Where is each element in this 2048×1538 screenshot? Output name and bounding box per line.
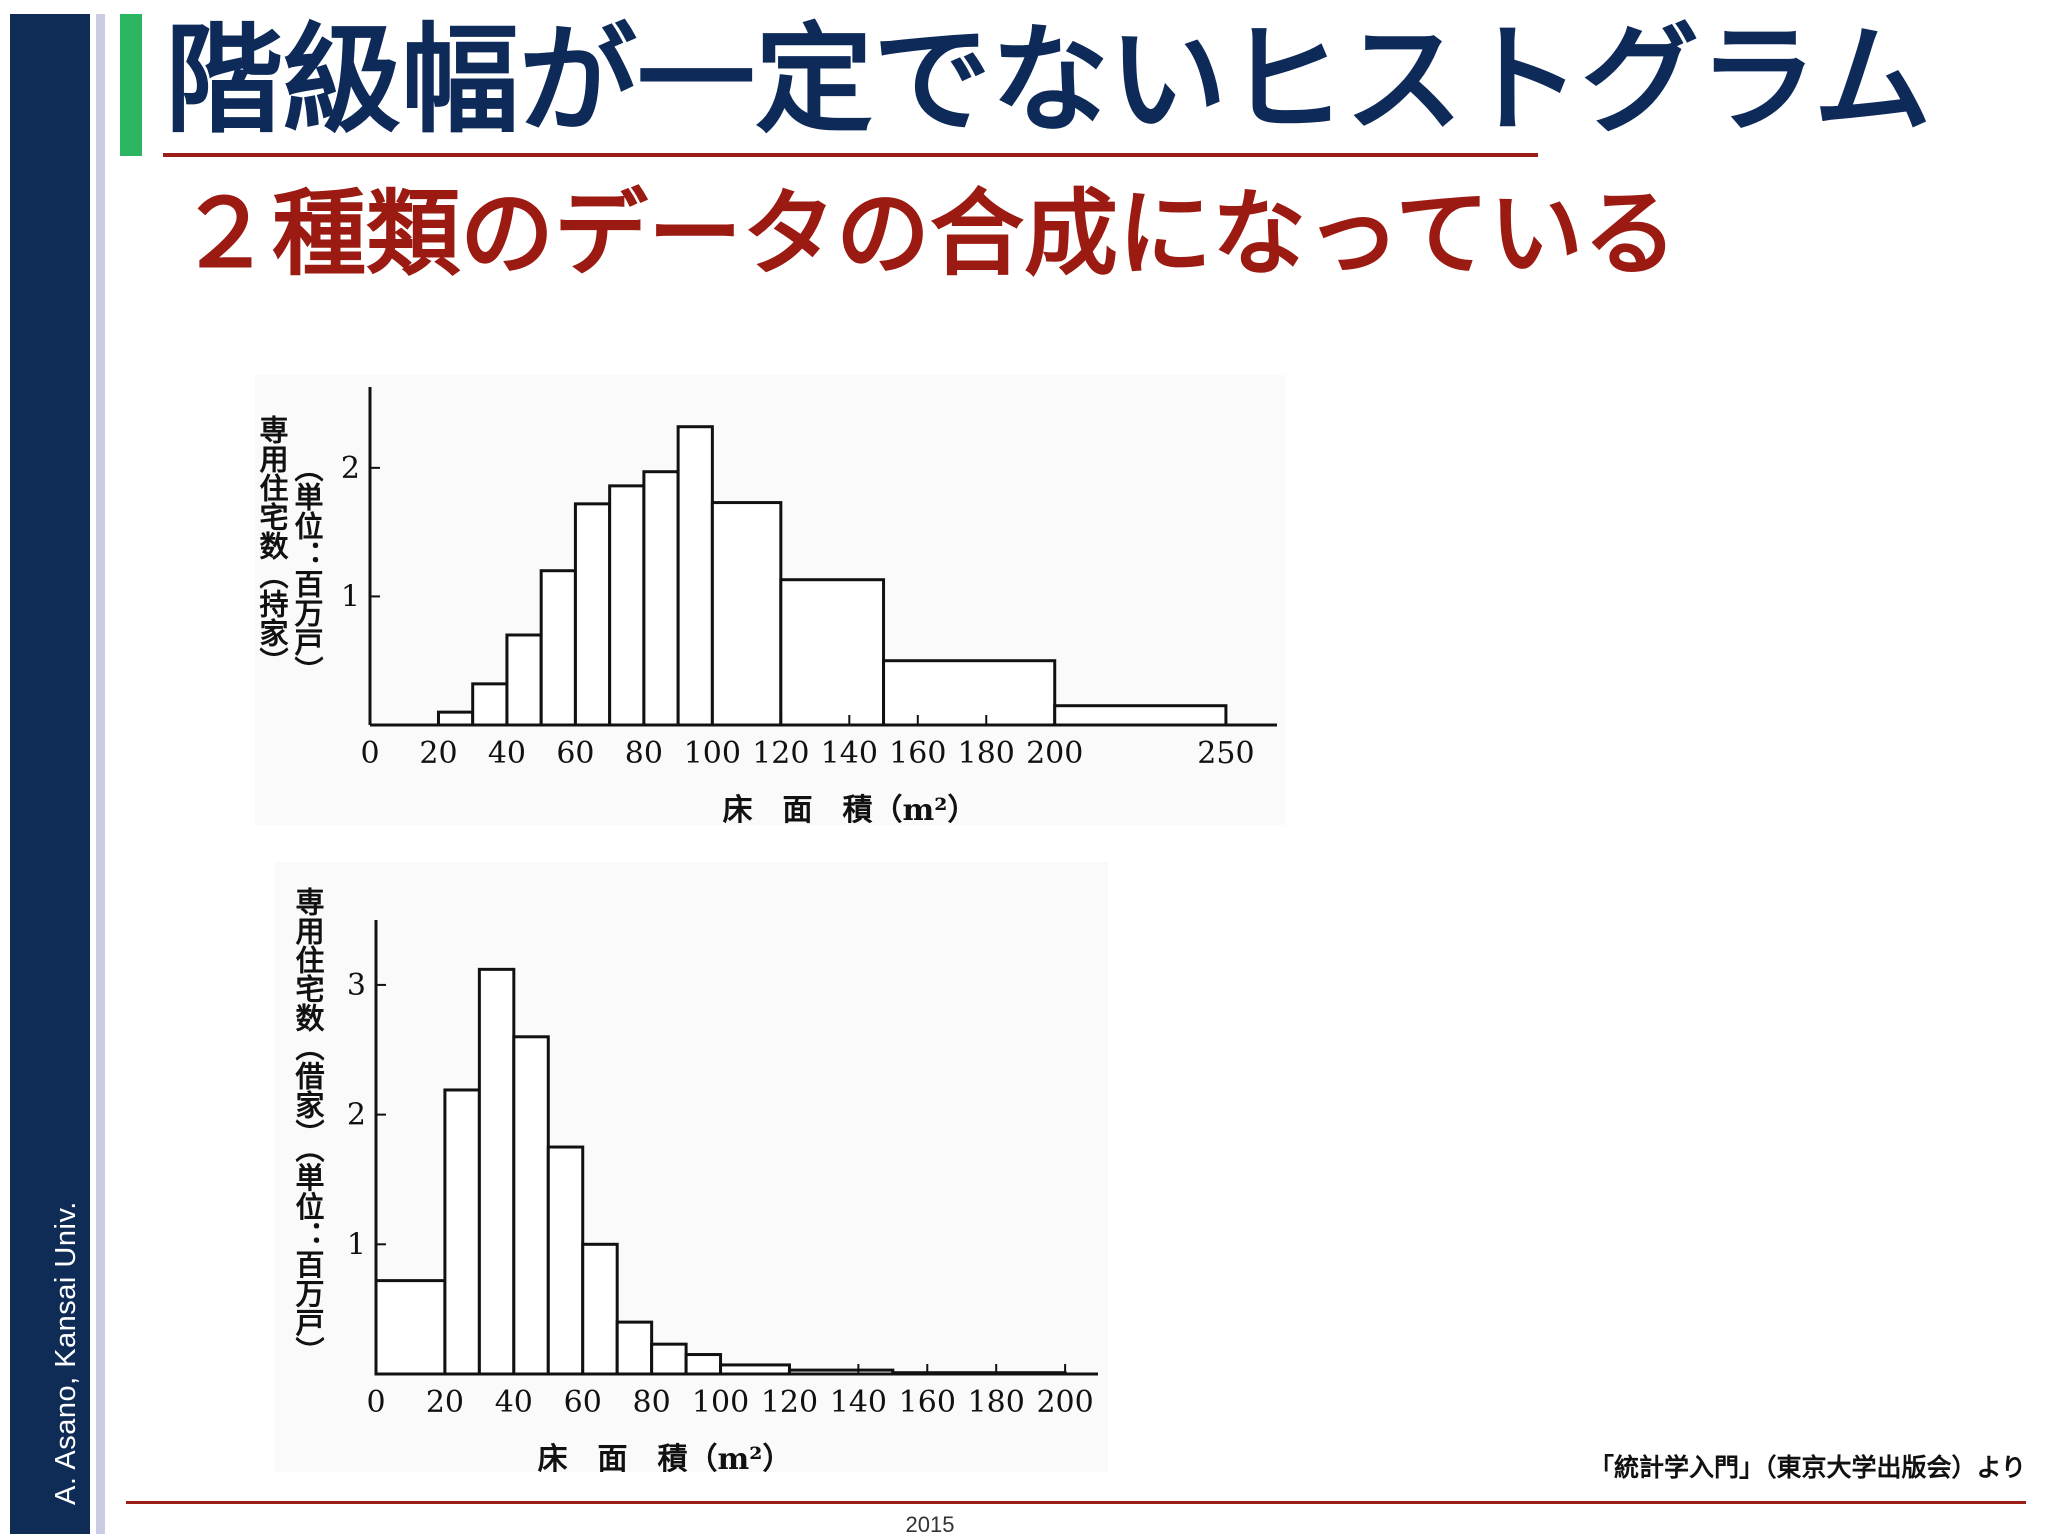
author-label: A. Asano, Kansai Univ.: [50, 1201, 82, 1505]
histogram-bar: [642, 470, 680, 727]
y-tick-label: 2: [341, 451, 360, 486]
histogram-bar: [615, 1320, 654, 1376]
histogram-bar: [650, 1342, 688, 1376]
x-axis-title: 床 面 積（m²）: [723, 793, 978, 825]
histogram-rented-panel: 専用住宅数（借家）（単位：百万戸） 0 20 40 60 80 100 120 140 160 1…: [275, 862, 1108, 1472]
histogram-bar: [477, 967, 516, 1376]
x-tick-label: 250: [1197, 736, 1254, 771]
y-tick-label: 2: [347, 1098, 366, 1133]
footer-rule: [126, 1501, 2026, 1504]
x-tick-label: 80: [633, 1385, 671, 1420]
x-tick-label: 160: [899, 1385, 956, 1420]
histogram-bar: [608, 484, 646, 727]
x-tick-label: 40: [495, 1385, 533, 1420]
histogram-bar: [443, 1088, 481, 1376]
x-tick-label: 120: [752, 736, 809, 771]
x-tick-label: 120: [761, 1385, 818, 1420]
histogram-bar: [539, 569, 577, 727]
x-tick-label: 200: [1026, 736, 1083, 771]
x-tick-label: 60: [556, 736, 594, 771]
x-tick-label: 100: [684, 736, 741, 771]
x-tick-label: 60: [564, 1385, 602, 1420]
source-credit: 「統計学入門」（東京大学出版会）より: [1588, 1453, 2026, 1482]
histogram-owned-panel: 専用住宅数（持家） （単位：百万戸） 0 20 40 60 80 100 120 140 160…: [255, 375, 1285, 825]
y-axis-title: 専用住宅数（持家）: [255, 415, 289, 676]
histogram-bar: [374, 1279, 447, 1376]
y-axis-title: 専用住宅数（借家）（単位：百万戸）: [291, 887, 325, 1366]
histogram-bar: [676, 425, 714, 727]
histogram-bar: [882, 659, 1057, 727]
x-tick-label: 160: [889, 736, 946, 771]
x-tick-label: 200: [1036, 1385, 1093, 1420]
histogram-rented-chart: 0 20 40 60 80 100 120 140 160 180 200 1 2 3 床 面 積（m²）: [347, 920, 1098, 1472]
y-tick-label: 3: [347, 968, 366, 1003]
y-axis-unit: （単位：百万戸）: [290, 453, 324, 685]
x-tick-label: 140: [830, 1385, 887, 1420]
x-axis-title: 床 面 積（m²）: [538, 1442, 793, 1472]
histogram-bar: [471, 682, 509, 727]
histogram-bar: [546, 1145, 585, 1376]
x-tick-label: 40: [488, 736, 526, 771]
title-accent-bar: [120, 14, 142, 156]
x-tick-label: 140: [821, 736, 878, 771]
x-tick-label: 80: [625, 736, 663, 771]
footer-year: 2015: [905, 1512, 955, 1537]
slide-subtitle: ２種類のデータの合成になっている: [178, 180, 1678, 289]
histogram-bar: [436, 710, 475, 727]
histogram-bar: [573, 502, 612, 727]
x-tick-label: 20: [419, 736, 457, 771]
histogram-owned-chart: 0 20 40 60 80 100 120 140 160 180 200 250 1 2 床 面 積（m²…: [341, 387, 1277, 825]
x-tick-label: 0: [366, 1385, 385, 1420]
x-tick-label: 180: [958, 736, 1015, 771]
y-tick-label: 1: [341, 579, 360, 614]
x-tick-label: 0: [360, 736, 379, 771]
histogram-bar: [710, 501, 783, 727]
histogram-bar: [505, 633, 543, 727]
histogram-bar: [1053, 704, 1228, 727]
histogram-bar: [512, 1035, 550, 1376]
y-tick-label: 1: [347, 1227, 366, 1262]
title-underline: [163, 153, 1538, 157]
histogram-bar: [684, 1353, 723, 1376]
histogram-bar: [779, 578, 886, 727]
x-tick-label: 20: [426, 1385, 464, 1420]
sidebar: [10, 14, 90, 1534]
x-tick-label: 180: [968, 1385, 1025, 1420]
slide-title: 階級幅が一定でないヒストグラム: [165, 11, 1932, 149]
histogram-bar: [581, 1242, 619, 1376]
sidebar-stripe: [96, 14, 105, 1534]
x-tick-label: 100: [692, 1385, 749, 1420]
